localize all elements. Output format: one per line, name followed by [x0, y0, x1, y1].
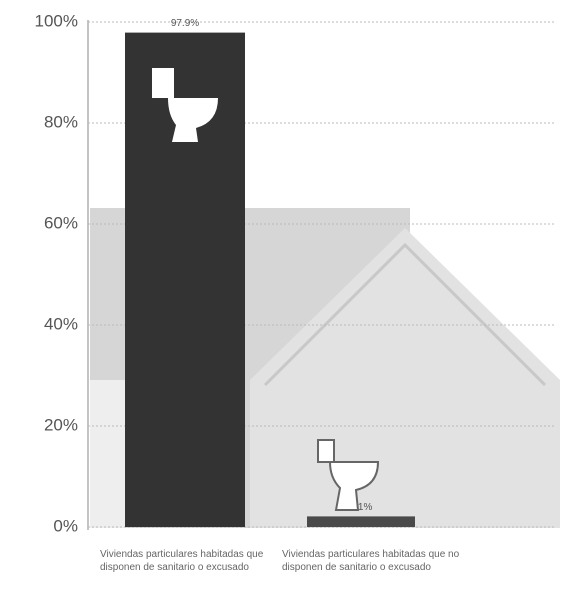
toilet-icon-small — [317, 439, 380, 511]
bar — [307, 516, 415, 527]
y-tick-label: 0% — [53, 516, 78, 535]
value-label: 97.9% — [171, 18, 199, 29]
toilet-icon-large — [152, 68, 218, 142]
value-label: 2.1% — [350, 502, 373, 513]
x-tick-label: Viviendas particulares habitadas que no … — [282, 549, 460, 573]
y-tick-label: 80% — [44, 112, 78, 131]
y-tick-label: 60% — [44, 213, 78, 232]
category-label-box: Viviendas particulares habitadas que no … — [282, 549, 460, 573]
x-tick-label: Viviendas particulares habitadas que dis… — [100, 549, 264, 573]
category-label-box: Viviendas particulares habitadas que dis… — [100, 549, 264, 573]
y-tick-label: 40% — [44, 314, 78, 333]
y-tick-label: 20% — [44, 415, 78, 434]
y-tick-label: 100% — [35, 11, 78, 30]
